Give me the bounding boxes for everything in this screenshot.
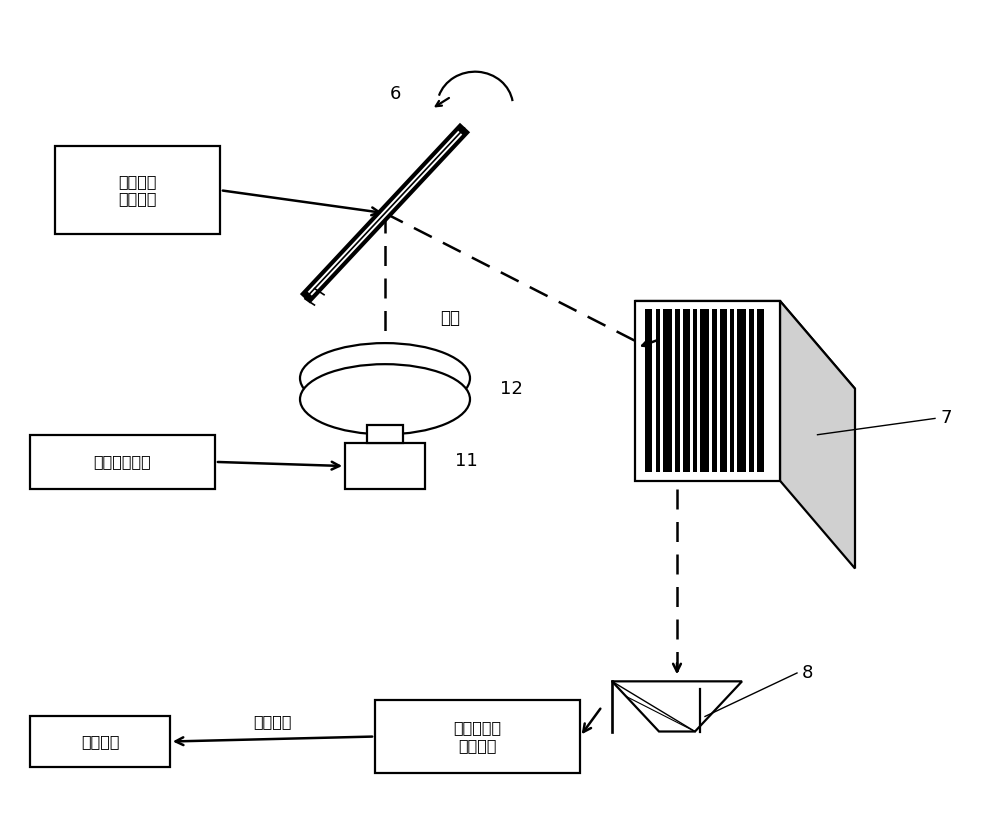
Bar (700, 309, 709, 472)
Text: 激光驱动电路: 激光驱动电路 (94, 455, 151, 469)
Text: 激光: 激光 (440, 308, 460, 327)
Ellipse shape (300, 343, 470, 413)
Bar (675, 309, 680, 472)
Polygon shape (635, 301, 855, 389)
Bar (749, 309, 754, 472)
Ellipse shape (300, 364, 470, 435)
Text: 主计算机: 主计算机 (81, 734, 119, 749)
Bar (645, 309, 652, 472)
Bar (757, 309, 764, 472)
Text: 7: 7 (940, 410, 952, 427)
Text: 模拟和数字
解码电路: 模拟和数字 解码电路 (453, 721, 502, 752)
Bar (30, 435, 215, 489)
Bar (345, 443, 425, 489)
Bar (720, 309, 727, 472)
Bar (375, 700, 580, 773)
Text: 运动机构
驱动电路: 运动机构 驱动电路 (118, 174, 157, 206)
Text: 12: 12 (500, 380, 523, 398)
Bar (30, 716, 170, 767)
Bar (656, 309, 660, 472)
Bar (55, 146, 220, 234)
Bar (693, 309, 697, 472)
Text: 解码结果: 解码结果 (253, 714, 292, 729)
Text: 11: 11 (455, 451, 478, 470)
Text: 6: 6 (389, 85, 401, 103)
Polygon shape (635, 301, 780, 481)
Polygon shape (612, 681, 742, 732)
Bar (683, 309, 690, 472)
Polygon shape (780, 301, 855, 568)
Bar (712, 309, 717, 472)
Bar (730, 309, 734, 472)
Bar (367, 425, 403, 443)
Text: 8: 8 (802, 664, 813, 682)
Bar (737, 309, 746, 472)
Bar (663, 309, 672, 472)
